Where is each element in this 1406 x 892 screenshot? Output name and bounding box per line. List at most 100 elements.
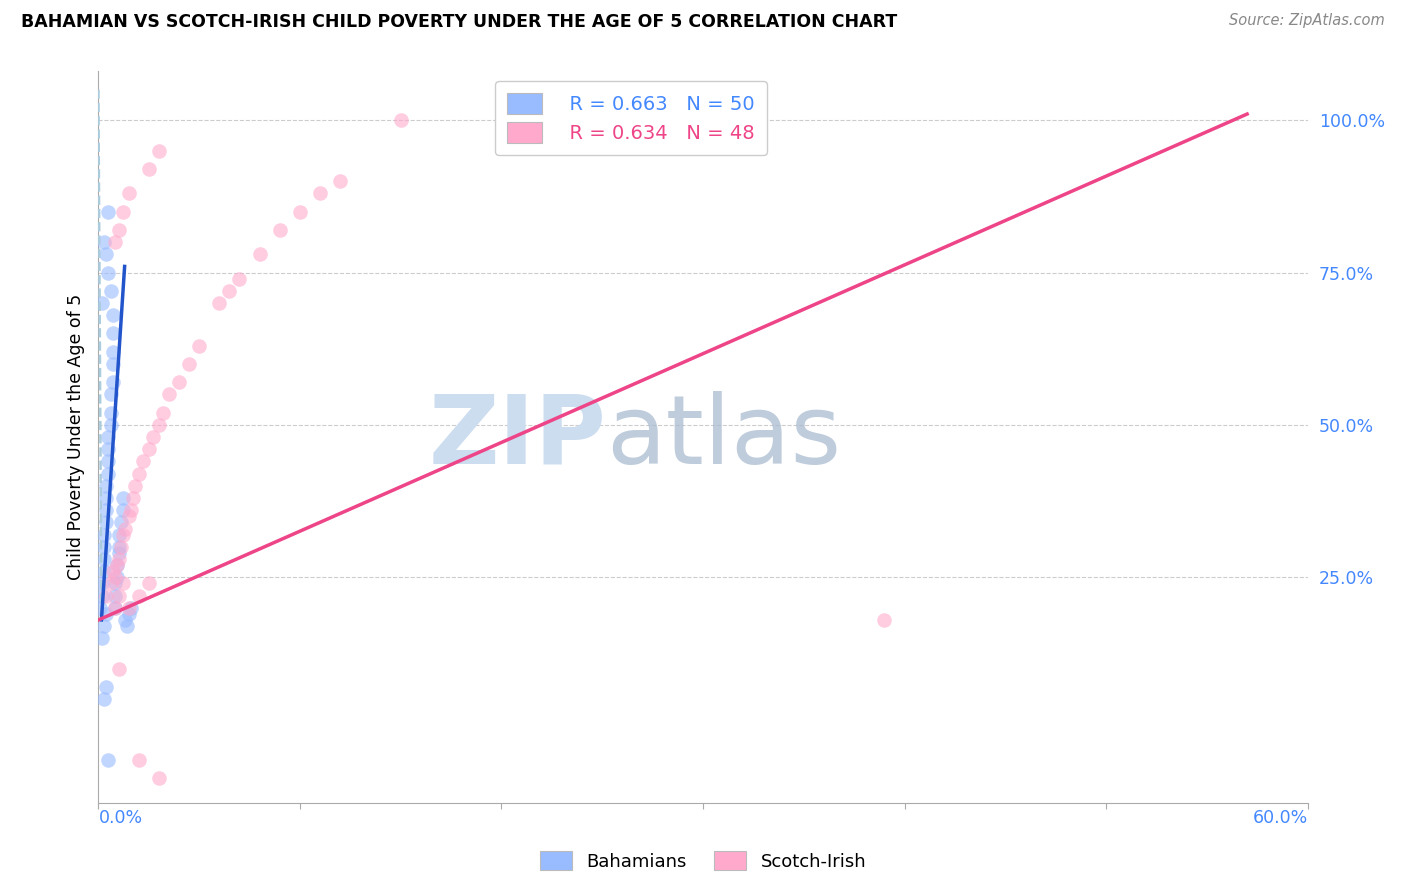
Point [101,376,124,390]
Point [120,503,142,517]
Point [103,570,125,584]
Text: ZIP: ZIP [429,391,606,483]
Point [111,491,134,505]
Point [93,564,115,578]
Point [218,284,240,298]
Point [121,491,143,505]
Point [111,576,134,591]
Point [228,271,250,285]
Point [111,204,134,219]
Point [120,600,142,615]
Point [111,503,134,517]
Point [96,247,118,261]
Point [107,546,129,560]
Point [91,632,114,646]
Point [103,600,125,615]
Point [118,509,141,524]
Point [107,527,129,541]
Point [97,266,120,280]
Point [101,564,124,578]
Point [97,454,120,468]
Point [167,376,190,390]
Point [389,113,412,128]
Point [101,308,124,322]
Point [128,753,150,767]
Point [132,454,155,468]
Point [97,753,120,767]
Point [103,235,125,249]
Point [114,613,136,627]
Point [115,619,138,633]
Point [188,339,211,353]
Point [148,417,170,432]
Point [96,503,118,517]
Point [96,491,118,505]
Point [309,186,332,201]
Text: 60.0%: 60.0% [1253,809,1308,827]
Point [97,204,120,219]
Point [157,387,180,401]
Point [103,600,125,615]
Point [107,540,129,554]
Point [93,552,115,566]
Point [93,540,115,554]
Point [103,589,125,603]
Y-axis label: Child Poverty Under the Age of 5: Child Poverty Under the Age of 5 [66,294,84,580]
Text: 0.0%: 0.0% [98,809,142,827]
Point [93,235,115,249]
Point [100,406,122,420]
Point [93,692,115,706]
Text: BAHAMIAN VS SCOTCH-IRISH CHILD POVERTY UNDER THE AGE OF 5 CORRELATION CHART: BAHAMIAN VS SCOTCH-IRISH CHILD POVERTY U… [21,13,897,31]
Point [329,174,352,188]
Point [105,558,128,573]
Legend: Bahamians, Scotch-Irish: Bahamians, Scotch-Irish [533,844,873,878]
Text: Source: ZipAtlas.com: Source: ZipAtlas.com [1229,13,1385,29]
Point [96,516,118,530]
Point [208,296,231,310]
Point [138,576,160,591]
Point [128,589,150,603]
Point [96,680,118,694]
Point [110,540,132,554]
Point [101,344,124,359]
Point [96,589,118,603]
Point [111,527,134,541]
Point [138,442,160,457]
Point [142,430,165,444]
Point [148,144,170,158]
Point [100,284,122,298]
Point [269,223,291,237]
Point [288,204,311,219]
Point [105,570,128,584]
Point [110,516,132,530]
Point [100,417,122,432]
Point [128,467,150,481]
Point [148,772,170,786]
Point [105,558,128,573]
Point [152,406,174,420]
Point [97,442,120,457]
Point [100,387,122,401]
Point [114,521,136,535]
Point [101,357,124,371]
Point [179,357,201,371]
Point [118,607,141,621]
Point [873,613,896,627]
Point [93,527,115,541]
Text: atlas: atlas [606,391,841,483]
Point [103,576,125,591]
Point [91,589,114,603]
Point [138,161,160,176]
Point [107,223,129,237]
Point [100,576,122,591]
Point [89,600,111,615]
Point [249,247,271,261]
Point [97,467,120,481]
Point [124,479,146,493]
Point [118,600,141,615]
Point [91,576,114,591]
Point [96,607,118,621]
Point [97,430,120,444]
Point [91,296,114,310]
Point [107,552,129,566]
